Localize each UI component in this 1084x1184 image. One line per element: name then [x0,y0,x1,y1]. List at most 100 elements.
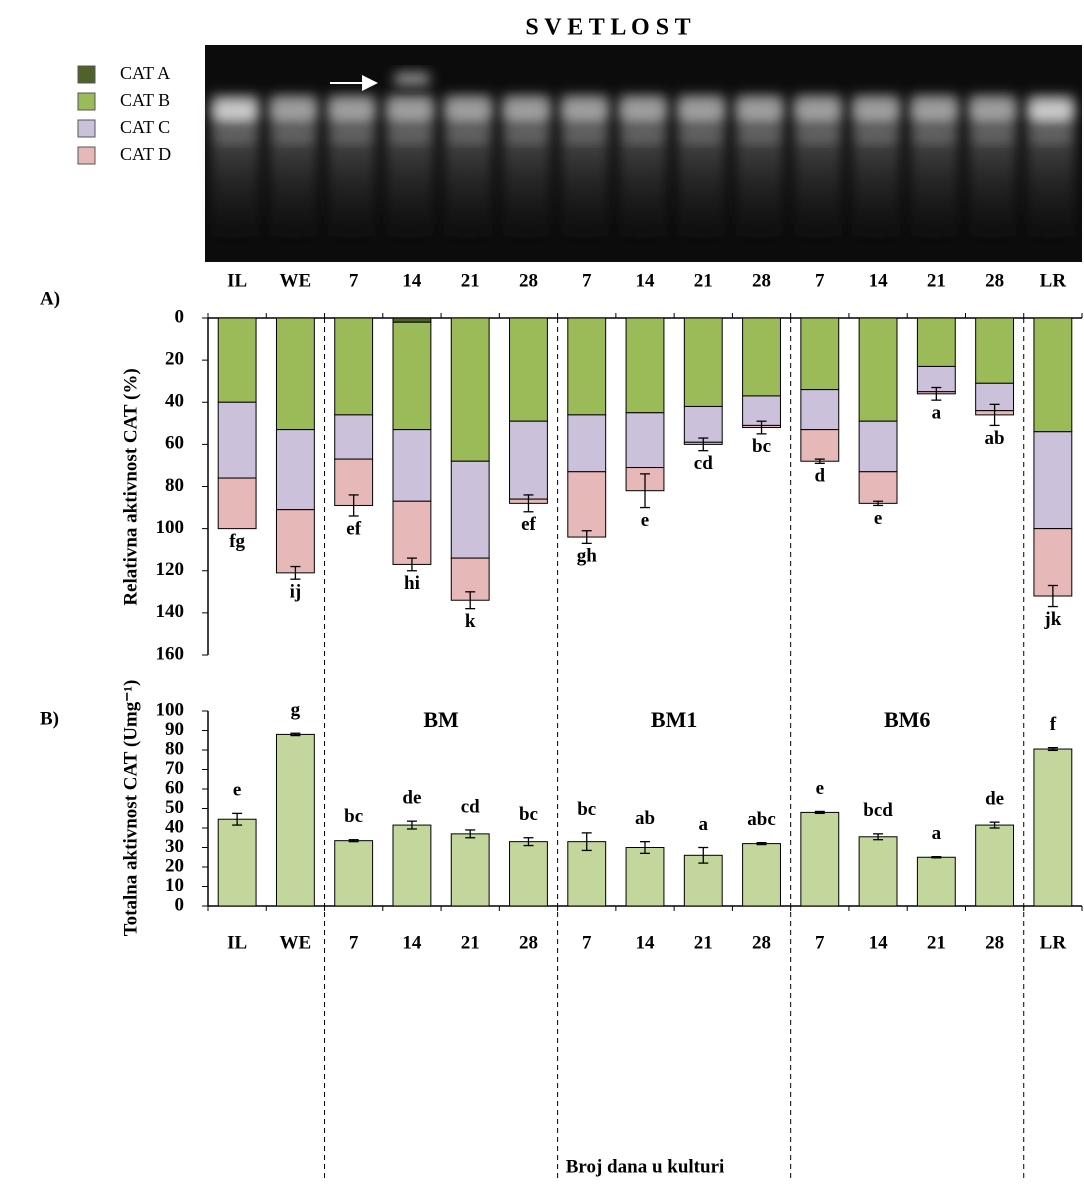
bar-segment [683,317,723,407]
y-tick-label: 60 [165,777,184,798]
gel-band [739,130,780,142]
legend-swatch [77,92,96,111]
gel-band [623,130,663,142]
x-tick-label: WE [280,932,312,953]
gel-band [914,130,955,142]
error-bar [814,810,825,815]
significance-letter: e [816,778,824,799]
gel-band [797,130,838,142]
error-bar [406,557,417,572]
gel-band [972,130,1013,142]
significance-letter: e [874,508,882,529]
x-tick-label: 7 [815,932,825,953]
y-tick-label: 10 [165,875,184,896]
significance-letter: a [932,823,942,844]
y-tick-label: 160 [156,643,185,664]
lane-label: 14 [869,270,889,291]
y-tick-label: 40 [165,391,184,412]
legend-label: CAT B [120,90,170,110]
gel-band [273,130,314,142]
y-tick-label: 140 [156,601,185,622]
significance-letter: gh [577,546,598,567]
legend-swatch [77,65,96,84]
group-label: BM6 [884,707,930,732]
bar-segment [858,420,898,473]
gel-band [679,100,724,122]
y-tick-label: 20 [165,348,184,369]
error-bar [989,821,1000,829]
gel-band [1028,100,1073,122]
bar [392,824,432,907]
lane-label: 21 [694,270,713,291]
gel-band [564,130,605,142]
gel-band [448,130,489,142]
bar [217,818,257,907]
bar-segment [567,317,607,416]
bar [742,843,781,907]
significance-letter: bc [344,806,363,827]
error-bar [406,820,417,830]
bar [800,811,840,907]
error-bar [873,833,884,841]
lane-label: 7 [815,270,825,291]
significance-letter: f [1050,714,1057,735]
bar-segment [800,429,840,462]
lane-label: LR [1040,270,1067,291]
x-tick-label: 28 [985,932,1004,953]
bar-segment [392,317,432,323]
gel-band [271,100,316,122]
bar-segment [450,460,490,559]
gel-image [205,45,1082,262]
lane-label: 7 [582,270,592,291]
gel-band [393,72,430,86]
legend-label: CAT A [120,63,170,83]
error-bar [348,494,359,517]
lane-label: 21 [927,270,946,291]
lane-label: 21 [461,270,480,291]
bar [625,847,665,907]
bar [683,854,723,907]
lane-label: 7 [349,270,359,291]
gel-band [795,100,840,122]
panel-label: B) [40,708,59,729]
significance-letter: a [699,814,709,835]
bar-segment [1033,317,1073,433]
gel-band [1030,130,1071,142]
y-tick-label: 80 [165,738,184,759]
significance-letter: bcd [863,800,893,821]
significance-letter: fg [229,531,245,552]
lane-label: 28 [752,270,771,291]
gel-band [562,100,607,122]
gel-band [621,100,665,122]
y-tick-label: 50 [165,797,184,818]
panel-label: A) [40,288,60,309]
gel-band [912,100,957,122]
bar-segment [800,389,840,431]
bar-segment [567,471,607,538]
bar [916,856,956,907]
y-tick-label: 90 [165,719,184,740]
group-label: BM1 [651,707,697,732]
gel-band [387,100,432,122]
bar-segment [742,317,781,397]
y-axis-title: Totalna aktivnost CAT (Umg⁻¹) [120,680,141,937]
gel-band [329,100,374,122]
gel-band [331,130,372,142]
figure-title: S V E T L O S T [525,15,690,41]
bar-segment [275,429,315,511]
x-tick-label: 7 [349,932,359,953]
significance-letter: ij [290,582,302,603]
gel-band [970,100,1015,122]
x-tick-label: IL [227,932,247,953]
gel-band [446,100,491,122]
gel-band [856,130,897,142]
error-bar [290,732,301,737]
significance-letter: bc [577,799,596,820]
bar-segment [217,401,257,479]
x-tick-label: LR [1040,932,1067,953]
gel-band [389,130,430,142]
significance-letter: cd [694,453,713,474]
error-bar [523,837,534,847]
bar [975,824,1015,907]
